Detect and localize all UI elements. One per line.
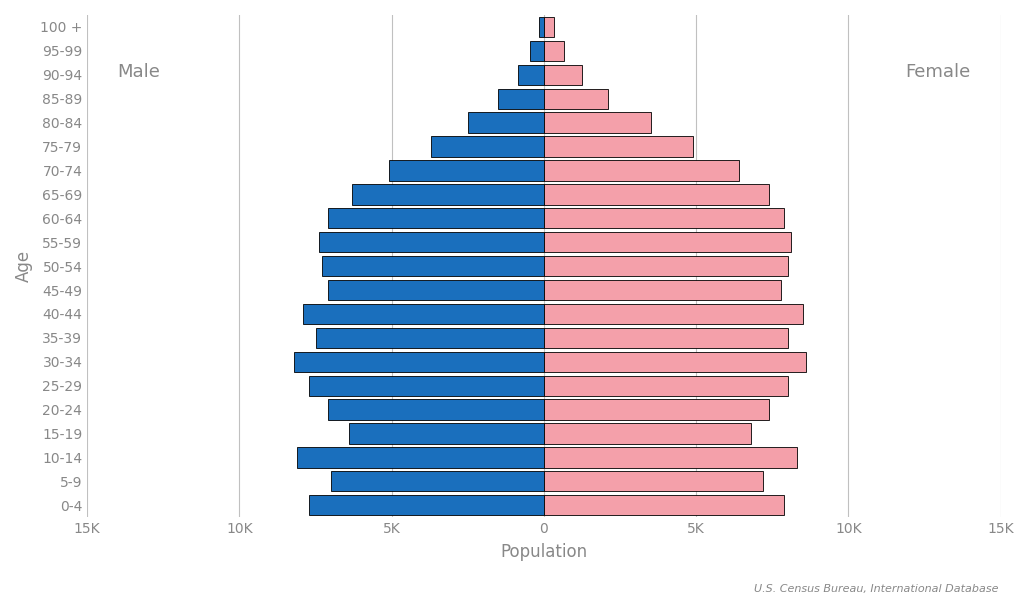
- Bar: [544, 352, 806, 372]
- Bar: [544, 400, 770, 420]
- Bar: [349, 424, 544, 443]
- Bar: [316, 328, 544, 348]
- Bar: [544, 328, 787, 348]
- Bar: [328, 280, 544, 300]
- Bar: [544, 160, 739, 181]
- Bar: [544, 232, 790, 253]
- Bar: [310, 495, 544, 515]
- Bar: [544, 256, 787, 276]
- Bar: [544, 184, 770, 205]
- Bar: [544, 41, 564, 61]
- Text: Male: Male: [117, 63, 161, 81]
- Bar: [544, 17, 554, 37]
- Bar: [544, 304, 803, 324]
- Bar: [544, 471, 764, 491]
- Bar: [544, 112, 650, 133]
- Bar: [322, 256, 544, 276]
- Bar: [319, 232, 544, 253]
- Text: Female: Female: [904, 63, 970, 81]
- Bar: [468, 112, 544, 133]
- Bar: [330, 471, 544, 491]
- Bar: [539, 17, 544, 37]
- Bar: [431, 136, 544, 157]
- Bar: [544, 280, 781, 300]
- Bar: [544, 208, 784, 229]
- Bar: [389, 160, 544, 181]
- Bar: [328, 400, 544, 420]
- Bar: [530, 41, 544, 61]
- Bar: [544, 136, 694, 157]
- Bar: [544, 89, 608, 109]
- Bar: [498, 89, 544, 109]
- Bar: [328, 208, 544, 229]
- Bar: [544, 447, 796, 467]
- Bar: [304, 304, 544, 324]
- Text: U.S. Census Bureau, International Database: U.S. Census Bureau, International Databa…: [753, 584, 998, 594]
- Bar: [352, 184, 544, 205]
- Bar: [294, 352, 544, 372]
- Y-axis label: Age: Age: [15, 250, 33, 282]
- Bar: [544, 65, 582, 85]
- Bar: [544, 495, 784, 515]
- Bar: [544, 376, 787, 396]
- Bar: [544, 424, 751, 443]
- X-axis label: Population: Population: [500, 543, 588, 561]
- Bar: [310, 376, 544, 396]
- Bar: [297, 447, 544, 467]
- Bar: [518, 65, 544, 85]
